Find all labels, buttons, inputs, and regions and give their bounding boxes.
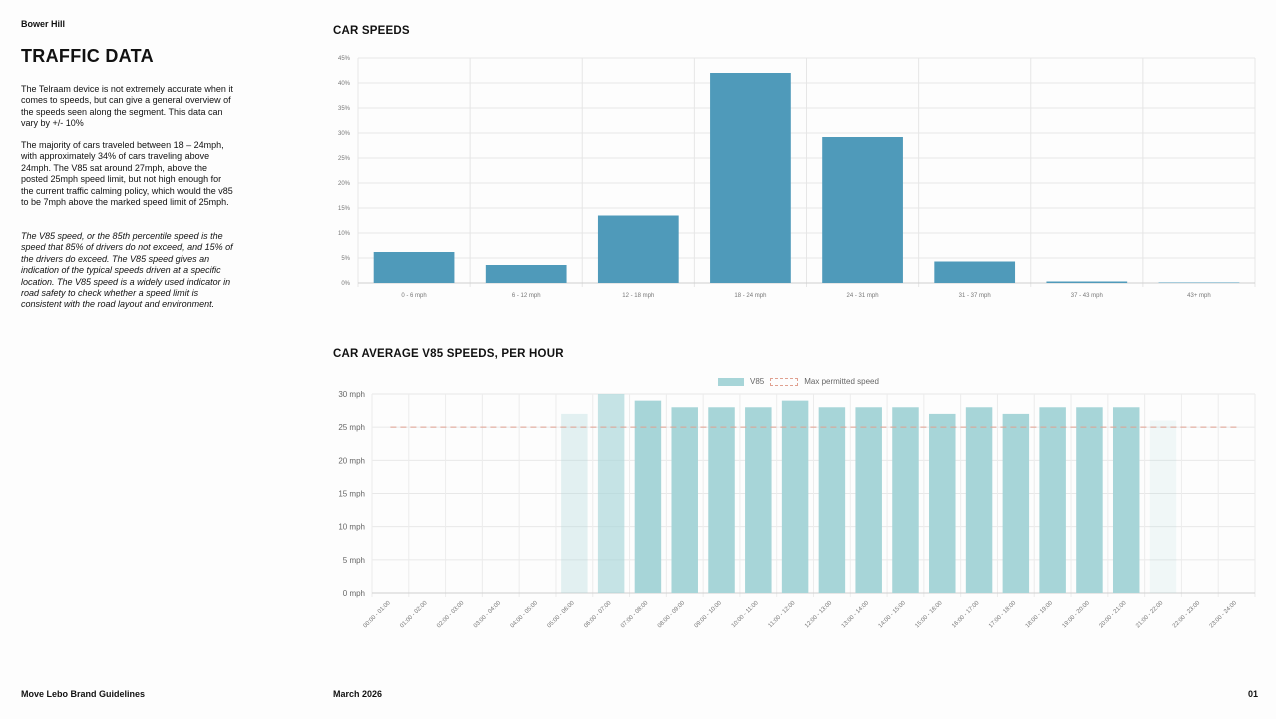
- chart-title-v85: CAR AVERAGE V85 SPEEDS, PER HOUR: [333, 348, 564, 360]
- y-tick-label: 25%: [338, 156, 351, 162]
- y-tick-label: 40%: [338, 81, 351, 87]
- speed-bar: [1158, 282, 1240, 283]
- paragraph-summary: The majority of cars traveled between 18…: [21, 140, 233, 208]
- y-tick-label: 45%: [338, 56, 351, 62]
- page-title: TRAFFIC DATA: [21, 46, 154, 66]
- x-tick-label: 24 - 31 mph: [847, 293, 879, 299]
- paragraph-v85-definition: The V85 speed, or the 85th percentile sp…: [21, 231, 233, 310]
- legend-swatch-max: [770, 377, 799, 386]
- y-tick-label: 15%: [338, 206, 351, 212]
- speed-bar: [710, 73, 791, 283]
- speed-bar: [373, 252, 455, 283]
- footer-page-number: 01: [1247, 689, 1258, 699]
- x-tick-label: 37 - 43 mph: [1071, 293, 1103, 299]
- x-tick-label: 43+ mph: [1187, 293, 1211, 299]
- speed-bar: [934, 261, 1016, 283]
- v85-legend: V85 Max permitted speed: [718, 377, 879, 386]
- y-tick-label: 30%: [338, 131, 351, 137]
- legend-swatch-v85: [718, 377, 744, 386]
- legend-label-v85: V85: [750, 377, 765, 386]
- speed-bar: [1046, 281, 1128, 283]
- x-tick-label: 18 - 24 mph: [734, 293, 766, 299]
- footer-brand: Move Lebo Brand Guidelines: [21, 689, 146, 699]
- site-name: Bower Hill: [21, 19, 66, 29]
- y-tick-label: 20%: [338, 181, 351, 187]
- x-tick-label: 0 - 6 mph: [401, 293, 426, 299]
- x-tick-label: 31 - 37 mph: [959, 293, 991, 299]
- y-tick-label: 0%: [341, 281, 350, 287]
- speed-bar: [822, 137, 903, 283]
- paragraph-accuracy: The Telraam device is not extremely accu…: [21, 84, 233, 129]
- x-tick-label: 6 - 12 mph: [512, 293, 541, 299]
- speed-bar: [597, 215, 679, 283]
- legend-label-max: Max permitted speed: [804, 377, 879, 386]
- y-tick-label: 5%: [341, 256, 350, 262]
- speed-bar: [485, 265, 567, 283]
- footer-date: March 2026: [333, 689, 383, 699]
- y-tick-label: 35%: [338, 106, 351, 112]
- x-tick-label: 12 - 18 mph: [622, 293, 654, 299]
- chart-title-speeds: CAR SPEEDS: [333, 25, 410, 37]
- y-tick-label: 10%: [338, 231, 351, 237]
